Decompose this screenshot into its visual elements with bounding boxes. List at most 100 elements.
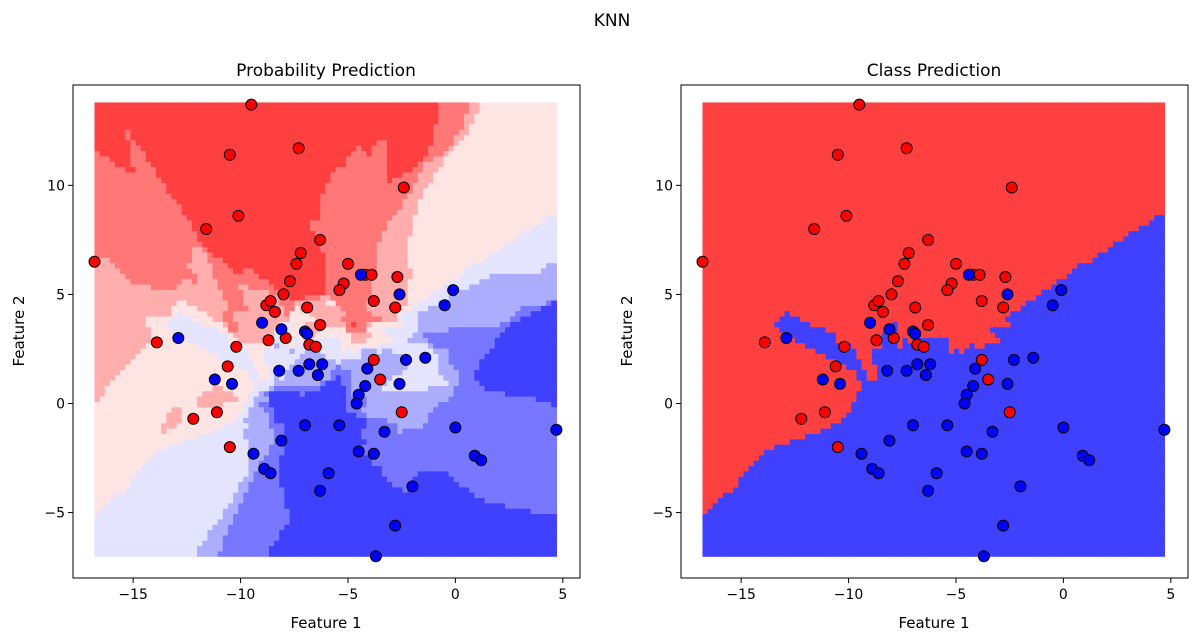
surface-cell (202, 294, 208, 301)
surface-cell (387, 385, 393, 392)
surface-cell (258, 214, 265, 221)
surface-cell (140, 177, 147, 184)
surface-cell (387, 235, 393, 242)
surface-cell (263, 369, 270, 376)
surface-cell (212, 262, 219, 269)
surface-cell (99, 145, 106, 152)
surface-cell (181, 241, 188, 248)
surface-cell (186, 182, 193, 189)
surface-cell (325, 283, 332, 290)
surface-cell (340, 550, 347, 557)
surface-cell (222, 326, 229, 333)
surface-cell (340, 273, 347, 280)
surface-cell (176, 273, 183, 280)
surface-cell (238, 193, 244, 200)
surface-cell (340, 390, 347, 397)
surface-cell (171, 150, 178, 157)
surface-cell (130, 305, 137, 312)
surface-cell (351, 203, 357, 210)
surface-cell (274, 422, 280, 429)
surface-cell (207, 497, 214, 504)
surface-cell (340, 241, 347, 248)
surface-cell (356, 502, 362, 509)
surface-cell (330, 358, 337, 365)
surface-cell (150, 102, 157, 109)
surface-cell (284, 262, 291, 269)
surface-cell (161, 171, 167, 178)
surface-cell (243, 529, 250, 536)
surface-cell (150, 545, 157, 552)
surface-cell (135, 273, 142, 280)
surface-cell (351, 294, 357, 301)
surface-cell (115, 454, 121, 461)
surface-cell (289, 107, 296, 114)
surface-cell (125, 155, 132, 162)
surface-cell (212, 401, 219, 408)
surface-cell (299, 444, 306, 451)
surface-cell (171, 422, 178, 429)
surface-cell (376, 444, 383, 451)
surface-cell (253, 171, 260, 178)
surface-cell (284, 444, 291, 451)
surface-cell (145, 540, 152, 547)
surface-cell (330, 219, 337, 226)
surface-cell (366, 171, 373, 178)
surface-cell (115, 422, 121, 429)
surface-cell (299, 374, 306, 381)
surface-cell (376, 524, 383, 531)
surface-cell (289, 166, 296, 173)
surface-cell (171, 278, 178, 285)
surface-cell (335, 524, 342, 531)
surface-cell (125, 497, 132, 504)
surface-cell (294, 315, 301, 322)
surface-cell (294, 182, 301, 189)
surface-cell (381, 262, 388, 269)
surface-cell (233, 113, 239, 120)
surface-cell (140, 182, 147, 189)
surface-cell (315, 134, 321, 141)
surface-cell (94, 390, 101, 397)
surface-cell (202, 412, 208, 418)
surface-cell (238, 283, 244, 290)
surface-cell (145, 310, 152, 317)
surface-cell (212, 107, 219, 114)
surface-cell (212, 150, 219, 157)
surface-cell (150, 449, 157, 456)
surface-cell (263, 513, 270, 520)
surface-cell (351, 177, 357, 184)
surface-cell (227, 460, 234, 467)
surface-cell (120, 337, 126, 344)
surface-cell (392, 444, 398, 451)
surface-cell (248, 171, 255, 178)
surface-cell (299, 401, 306, 408)
surface-cell (253, 294, 260, 301)
surface-cell (253, 428, 260, 435)
surface-cell (320, 422, 327, 429)
surface-cell (284, 177, 291, 184)
surface-cell (140, 492, 147, 499)
surface-cell (161, 251, 167, 258)
surface-cell (109, 241, 116, 248)
surface-cell (130, 337, 137, 344)
surface-cell (351, 150, 357, 157)
surface-cell (197, 497, 203, 504)
surface-cell (125, 502, 132, 509)
surface-cell (161, 310, 167, 317)
surface-cell (299, 438, 306, 445)
surface-cell (140, 449, 147, 456)
surface-cell (351, 251, 357, 258)
surface-cell (212, 203, 219, 210)
surface-cell (361, 492, 368, 499)
surface-cell (156, 225, 162, 232)
surface-cell (135, 321, 142, 328)
surface-cell (371, 315, 378, 322)
surface-cell (387, 182, 393, 189)
surface-cell (104, 428, 111, 435)
surface-cell (109, 540, 116, 547)
surface-cell (125, 118, 132, 125)
surface-cell (171, 209, 178, 216)
surface-cell (284, 524, 291, 531)
surface-cell (258, 433, 265, 440)
surface-cell (166, 321, 173, 328)
surface-cell (99, 118, 106, 125)
